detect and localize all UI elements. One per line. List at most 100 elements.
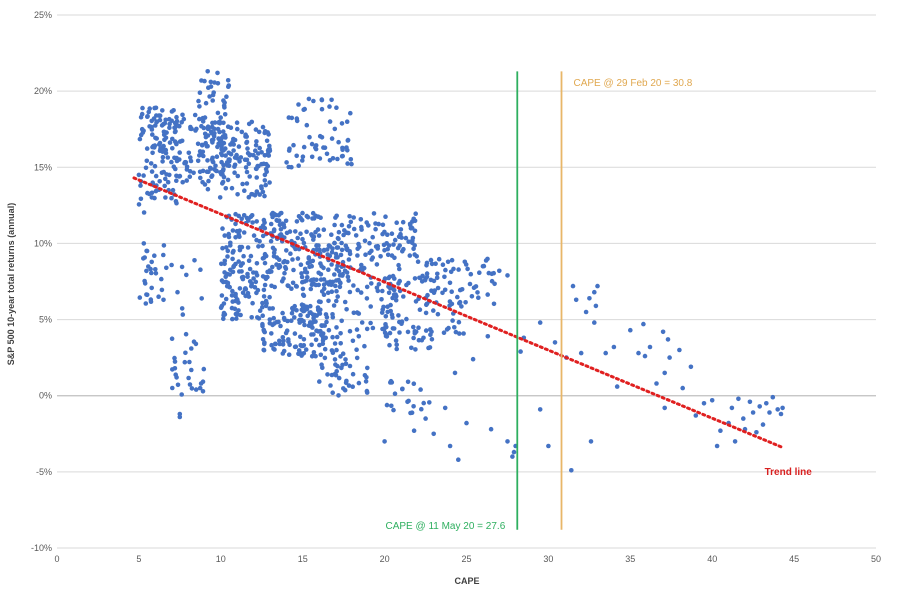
data-point [181, 116, 187, 122]
x-tick-label: 35 [625, 554, 635, 564]
data-point [299, 274, 305, 280]
data-point [338, 354, 343, 359]
data-point [386, 275, 391, 281]
data-point [397, 266, 402, 272]
data-point [225, 177, 231, 183]
data-point [398, 231, 403, 237]
data-point [191, 170, 196, 176]
data-point [259, 185, 264, 191]
data-point [317, 342, 322, 348]
data-point [319, 362, 324, 368]
data-point [334, 347, 339, 353]
data-point [336, 229, 342, 235]
data-point [647, 344, 653, 350]
data-point [421, 400, 427, 406]
data-point [475, 290, 480, 295]
data-point [309, 154, 315, 160]
data-point [350, 371, 356, 377]
data-point [290, 280, 296, 286]
data-point [170, 136, 175, 142]
data-point [396, 313, 401, 318]
data-point [298, 334, 303, 340]
data-point [330, 314, 336, 320]
data-point [220, 134, 226, 139]
data-point [397, 330, 402, 335]
data-point [153, 267, 158, 272]
data-point [267, 317, 273, 322]
data-point [318, 352, 324, 358]
data-point [397, 288, 403, 294]
data-point [301, 144, 307, 150]
data-point [246, 258, 252, 264]
data-point [434, 275, 440, 281]
data-point [295, 256, 301, 261]
data-point [319, 135, 325, 140]
data-point [189, 346, 194, 351]
data-point [294, 153, 300, 159]
data-point [780, 405, 785, 411]
data-point [259, 150, 264, 155]
data-point [313, 353, 318, 359]
data-point [365, 365, 370, 371]
data-point [228, 142, 233, 147]
data-point [304, 229, 309, 235]
data-point [160, 159, 165, 164]
data-point [335, 156, 340, 162]
data-point [741, 416, 746, 421]
data-point [215, 144, 220, 150]
data-point [337, 280, 343, 285]
data-point [383, 314, 389, 319]
data-point [267, 180, 272, 185]
data-point [341, 232, 346, 238]
data-point [260, 337, 266, 342]
data-point [333, 372, 339, 378]
data-point [309, 141, 315, 147]
data-point [303, 347, 309, 352]
data-point [230, 256, 235, 262]
data-point [277, 263, 282, 268]
data-point [262, 178, 268, 183]
data-point [256, 244, 261, 249]
data-point [346, 383, 352, 388]
data-point [485, 256, 490, 262]
data-point [256, 129, 262, 135]
data-point [153, 135, 158, 141]
data-point [335, 294, 341, 299]
data-point [334, 278, 339, 283]
data-point [354, 327, 360, 332]
data-point [141, 173, 146, 178]
data-point [193, 387, 199, 392]
data-point [382, 276, 388, 281]
data-point [318, 299, 323, 305]
data-point [179, 306, 185, 311]
data-point [209, 174, 214, 179]
data-point [144, 158, 150, 164]
data-point [221, 98, 226, 103]
data-point [327, 104, 332, 109]
data-point [456, 267, 461, 272]
data-point [169, 336, 175, 342]
data-point [492, 281, 497, 287]
data-point [359, 224, 364, 230]
data-point [180, 112, 185, 118]
x-tick-label: 20 [380, 554, 390, 564]
data-point [232, 170, 237, 175]
data-point [157, 179, 162, 184]
data-point [405, 329, 411, 335]
data-point [276, 257, 282, 263]
data-point [368, 320, 373, 326]
data-point [253, 279, 259, 285]
data-point [286, 148, 292, 153]
data-point [374, 262, 380, 267]
data-point [213, 168, 218, 173]
data-point [406, 239, 411, 244]
trend-line [132, 176, 785, 449]
data-point [254, 237, 259, 243]
data-point [316, 233, 322, 238]
x-tick-label: 5 [136, 554, 141, 564]
data-point [201, 125, 207, 131]
data-point [476, 295, 481, 301]
data-point [221, 129, 226, 134]
data-point [311, 98, 316, 104]
data-point [296, 163, 302, 168]
